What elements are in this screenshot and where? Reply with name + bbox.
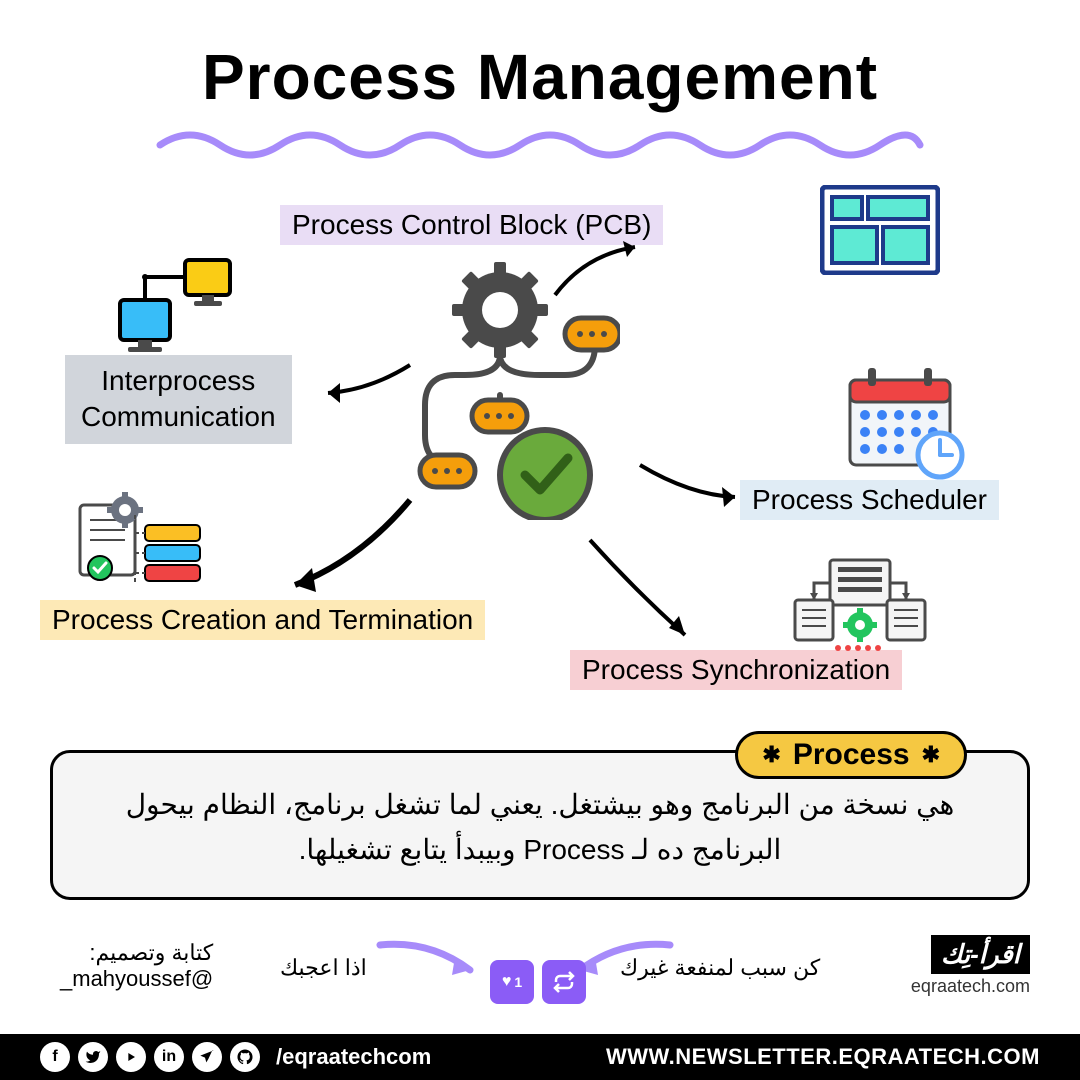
creation-icon (70, 490, 210, 600)
squiggle-underline (150, 120, 930, 160)
sync-icon (790, 555, 930, 655)
repost-icon[interactable] (542, 960, 586, 1004)
brand-logo: اقرأ-تِك (931, 935, 1030, 974)
scheduler-label: Process Scheduler (740, 480, 999, 520)
star-icon-right: ✱ (922, 742, 940, 768)
ipc-icon (110, 255, 240, 355)
credit-line1: كتابة وتصميم: (60, 940, 213, 966)
brand-block: اقرأ-تِك eqraatech.com (911, 935, 1030, 997)
credit-line2: @mahyoussef_ (60, 966, 213, 992)
creation-label: Process Creation and Termination (40, 600, 485, 640)
engage-arrow-left (370, 935, 490, 985)
facebook-icon[interactable]: f (40, 1042, 70, 1072)
arrow-ipc (310, 355, 420, 415)
scheduler-icon (840, 360, 970, 480)
info-badge: ✱ Process ✱ (735, 731, 967, 779)
pcb-icon (820, 185, 940, 275)
ipc-line2: Communication (81, 401, 276, 432)
arrow-pcb (545, 235, 655, 305)
brand-url: eqraatech.com (911, 976, 1030, 997)
like-icon[interactable]: ♥ 1 (490, 960, 534, 1004)
arrow-creation (270, 490, 420, 600)
page-title: Process Management (0, 40, 1080, 114)
info-badge-text: Process (793, 738, 910, 772)
youtube-icon[interactable] (116, 1042, 146, 1072)
arrow-scheduler (630, 455, 750, 515)
telegram-icon[interactable] (192, 1042, 222, 1072)
engage-icons: ♥ 1 (490, 960, 586, 1004)
social-handle: /eqraatechcom (276, 1044, 431, 1070)
newsletter-url: WWW.NEWSLETTER.EQRAATECH.COM (606, 1044, 1040, 1070)
twitter-icon[interactable] (78, 1042, 108, 1072)
like-count: 1 (514, 974, 522, 990)
info-box: ✱ Process ✱ هي نسخة من البرنامج وهو بيشت… (50, 750, 1030, 900)
ipc-label: Interprocess Communication (65, 355, 292, 444)
star-icon-left: ✱ (762, 742, 780, 768)
credit-block: كتابة وتصميم: @mahyoussef_ (60, 940, 213, 992)
github-icon[interactable] (230, 1042, 260, 1072)
ipc-line1: Interprocess (101, 365, 255, 396)
linkedin-icon[interactable]: in (154, 1042, 184, 1072)
engage-left-text: اذا اعجبك (280, 955, 367, 981)
sync-label: Process Synchronization (570, 650, 902, 690)
info-text: هي نسخة من البرنامج وهو بيشتغل. يعني لما… (83, 783, 997, 873)
footer-bar: f in /eqraatechcom WWW.NEWSLETTER.EQRAAT… (0, 1034, 1080, 1080)
social-icons: f in /eqraatechcom (40, 1042, 431, 1072)
arrow-sync (575, 530, 705, 650)
